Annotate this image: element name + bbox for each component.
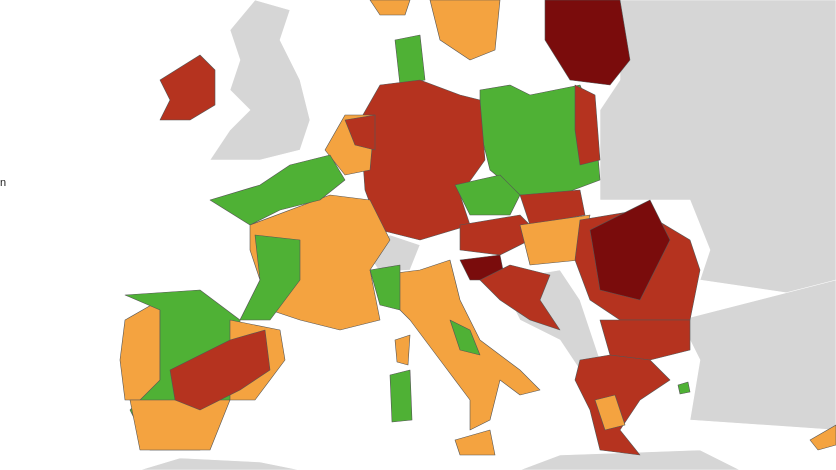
region (479, 84, 601, 196)
region (359, 79, 486, 241)
regions (119, 0, 836, 456)
region (389, 369, 413, 423)
region (544, 0, 631, 86)
region (119, 299, 161, 401)
region (574, 354, 671, 456)
region (369, 0, 411, 16)
edge-text: n (0, 177, 6, 189)
region (429, 0, 501, 61)
region (454, 174, 521, 216)
region (677, 381, 691, 395)
region (454, 429, 496, 456)
region (369, 264, 401, 311)
region (344, 114, 376, 151)
region (589, 199, 671, 301)
region (479, 264, 561, 331)
region (809, 424, 836, 451)
region (129, 399, 231, 451)
region (394, 34, 426, 86)
region (209, 0, 311, 161)
region (449, 319, 481, 356)
region (239, 234, 301, 321)
region (159, 54, 216, 121)
region (394, 334, 411, 366)
region (679, 279, 836, 431)
region (519, 449, 741, 470)
region (599, 0, 836, 301)
region (594, 394, 626, 431)
region (169, 329, 271, 411)
region (519, 189, 586, 226)
region (574, 84, 601, 166)
region (139, 457, 301, 470)
region (599, 319, 691, 361)
non-eu-land (139, 0, 836, 470)
region (209, 154, 346, 226)
